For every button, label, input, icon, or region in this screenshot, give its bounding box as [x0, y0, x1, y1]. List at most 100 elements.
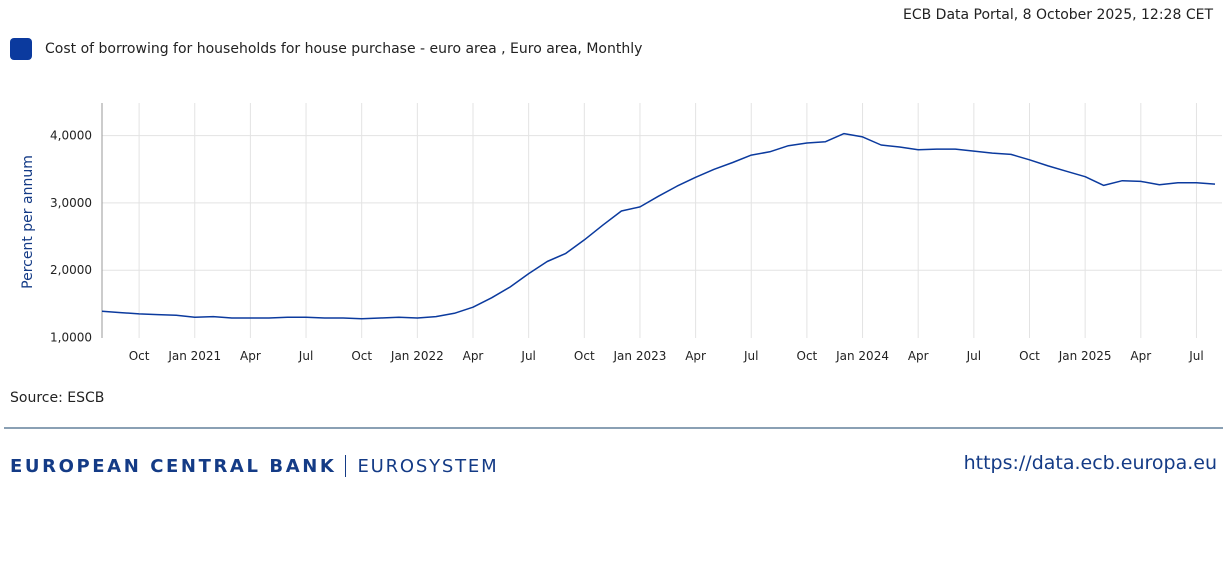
x-tick-label: Oct	[574, 349, 595, 363]
data-point[interactable]	[247, 315, 253, 321]
x-tick-label: Jul	[966, 349, 981, 363]
x-tick-label: Oct	[797, 349, 818, 363]
x-tick-label: Jan 2023	[613, 349, 667, 363]
data-point[interactable]	[581, 237, 587, 243]
data-point[interactable]	[804, 140, 810, 146]
x-tick-label: Jul	[743, 349, 758, 363]
data-point[interactable]	[730, 160, 736, 166]
series-line[interactable]	[101, 132, 1216, 320]
data-point[interactable]	[952, 146, 958, 152]
data-point[interactable]	[878, 142, 884, 148]
data-point[interactable]	[118, 310, 124, 316]
data-point[interactable]	[1119, 178, 1125, 184]
chart-source: Source: ESCB	[10, 390, 105, 406]
x-tick-label: Apr	[685, 349, 706, 363]
y-axis-title: Percent per annum	[20, 155, 36, 289]
data-point[interactable]	[785, 143, 791, 149]
data-point[interactable]	[934, 146, 940, 152]
data-point[interactable]	[1027, 157, 1033, 163]
data-point[interactable]	[1064, 168, 1070, 174]
data-point[interactable]	[674, 183, 680, 189]
x-tick-label: Jan 2022	[390, 349, 444, 363]
data-point[interactable]	[563, 250, 569, 256]
legend-label: Cost of borrowing for households for hou…	[45, 41, 643, 57]
data-point[interactable]	[600, 222, 606, 228]
data-point[interactable]	[99, 308, 105, 314]
data-point[interactable]	[841, 131, 847, 137]
data-point[interactable]	[414, 315, 420, 321]
chart-axes: 1,0000 2,0000 3,0000 4,0000 Oct Jan 2021 Apr Ju…	[20, 103, 1204, 363]
chart-gridlines	[102, 103, 1222, 338]
data-point[interactable]	[1045, 163, 1051, 169]
data-point[interactable]	[897, 144, 903, 150]
x-tick-label: Oct	[129, 349, 150, 363]
data-point[interactable]	[860, 134, 866, 140]
x-tick-label: Apr	[1130, 349, 1151, 363]
footer-divider	[4, 427, 1223, 429]
x-tick-label: Jul	[298, 349, 313, 363]
data-point[interactable]	[1101, 182, 1107, 188]
data-point[interactable]	[915, 147, 921, 153]
y-tick-label: 3,0000	[50, 196, 92, 210]
line-chart[interactable]: 1,0000 2,0000 3,0000 4,0000 Oct Jan 2021 Apr Ju…	[0, 0, 1230, 380]
header-timestamp: ECB Data Portal, 8 October 2025, 12:28 C…	[902, 7, 1213, 23]
data-point[interactable]	[526, 271, 532, 277]
data-point[interactable]	[767, 149, 773, 155]
data-point[interactable]	[989, 150, 995, 156]
data-point[interactable]	[210, 314, 216, 320]
data-point[interactable]	[303, 314, 309, 320]
data-point[interactable]	[489, 295, 495, 301]
x-tick-label: Jul	[520, 349, 535, 363]
x-tick-label: Jul	[1188, 349, 1203, 363]
data-point[interactable]	[470, 304, 476, 310]
data-point[interactable]	[507, 284, 513, 290]
data-point[interactable]	[1082, 174, 1088, 180]
data-point[interactable]	[340, 315, 346, 321]
data-point[interactable]	[322, 315, 328, 321]
data-point[interactable]	[1008, 151, 1014, 157]
data-point[interactable]	[396, 314, 402, 320]
data-point[interactable]	[748, 152, 754, 158]
brand-main: EUROPEAN CENTRAL BANK	[10, 455, 337, 477]
portal-url-link[interactable]: https://data.ecb.europa.eu	[963, 452, 1217, 474]
x-tick-label: Oct	[351, 349, 372, 363]
data-point[interactable]	[136, 311, 142, 317]
data-point[interactable]	[192, 314, 198, 320]
data-point[interactable]	[618, 208, 624, 214]
legend-swatch	[10, 38, 32, 60]
data-point[interactable]	[1194, 180, 1200, 186]
data-point[interactable]	[823, 139, 829, 145]
data-point[interactable]	[1138, 178, 1144, 184]
data-point[interactable]	[173, 312, 179, 318]
data-point[interactable]	[656, 193, 662, 199]
data-point[interactable]	[155, 312, 161, 318]
data-point[interactable]	[637, 204, 643, 210]
data-point[interactable]	[1212, 181, 1218, 187]
data-point[interactable]	[451, 310, 457, 316]
x-tick-label: Jan 2021	[167, 349, 221, 363]
x-tick-label: Oct	[1019, 349, 1040, 363]
x-tick-label: Apr	[240, 349, 261, 363]
y-tick-label: 4,0000	[50, 129, 92, 143]
data-point[interactable]	[1175, 180, 1181, 186]
data-point[interactable]	[229, 315, 235, 321]
data-point[interactable]	[544, 259, 550, 265]
ecb-logo[interactable]: EUROPEAN CENTRAL BANK EUROSYSTEM	[10, 455, 498, 477]
chart-series	[99, 131, 1218, 322]
data-point[interactable]	[1156, 182, 1162, 188]
data-point[interactable]	[359, 316, 365, 322]
data-point[interactable]	[693, 174, 699, 180]
data-point[interactable]	[377, 315, 383, 321]
data-point[interactable]	[433, 314, 439, 320]
data-point[interactable]	[711, 166, 717, 172]
chart-legend[interactable]: Cost of borrowing for households for hou…	[10, 38, 642, 60]
brand-sub: EUROSYSTEM	[357, 455, 499, 477]
data-point[interactable]	[266, 315, 272, 321]
x-tick-label: Apr	[908, 349, 929, 363]
x-tick-label: Jan 2024	[835, 349, 889, 363]
x-tick-label: Jan 2025	[1058, 349, 1112, 363]
x-tick-label: Apr	[463, 349, 484, 363]
y-tick-label: 2,0000	[50, 263, 92, 277]
data-point[interactable]	[971, 148, 977, 154]
data-point[interactable]	[285, 314, 291, 320]
